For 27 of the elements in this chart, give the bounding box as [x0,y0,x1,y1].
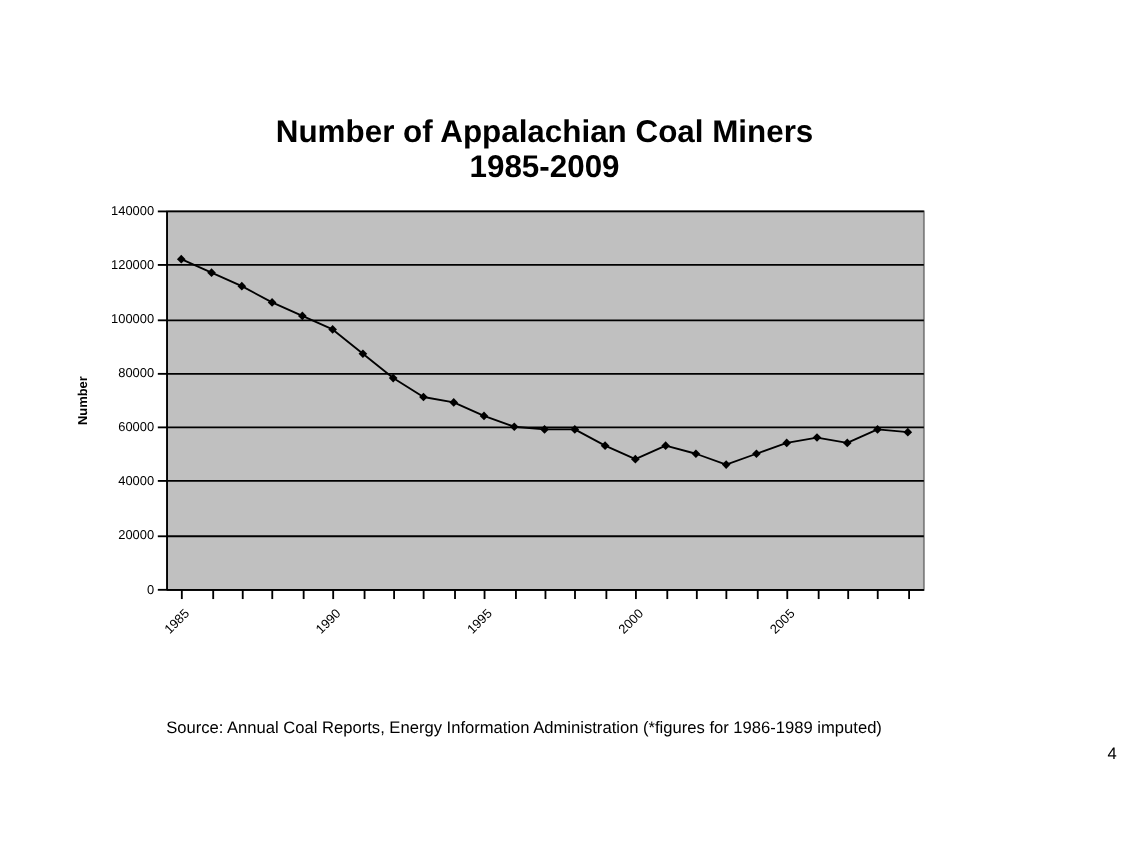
point [298,311,307,321]
text: 4 [1107,742,1118,763]
source-note: Source: Annual Coal Reports, Energy Information Administration (*figures for 1986-1989 imputed) [166,716,883,737]
point [176,254,186,264]
point [903,427,913,437]
point [328,325,337,334]
point [358,349,368,359]
point [842,438,852,448]
point [752,449,761,459]
point [570,425,580,434]
text: 1985-2009 [469,151,620,186]
text: Number of Appalachian Coal Miners [275,116,814,151]
point [782,438,792,448]
point [237,281,247,291]
point [661,441,670,450]
point [509,422,519,432]
point [631,454,640,464]
point [721,460,731,469]
point [691,449,701,459]
point [388,373,398,383]
point [449,398,459,407]
point [207,268,216,277]
point [600,441,610,450]
point [479,411,489,421]
point [267,298,277,307]
point [540,425,549,434]
point [873,425,882,434]
